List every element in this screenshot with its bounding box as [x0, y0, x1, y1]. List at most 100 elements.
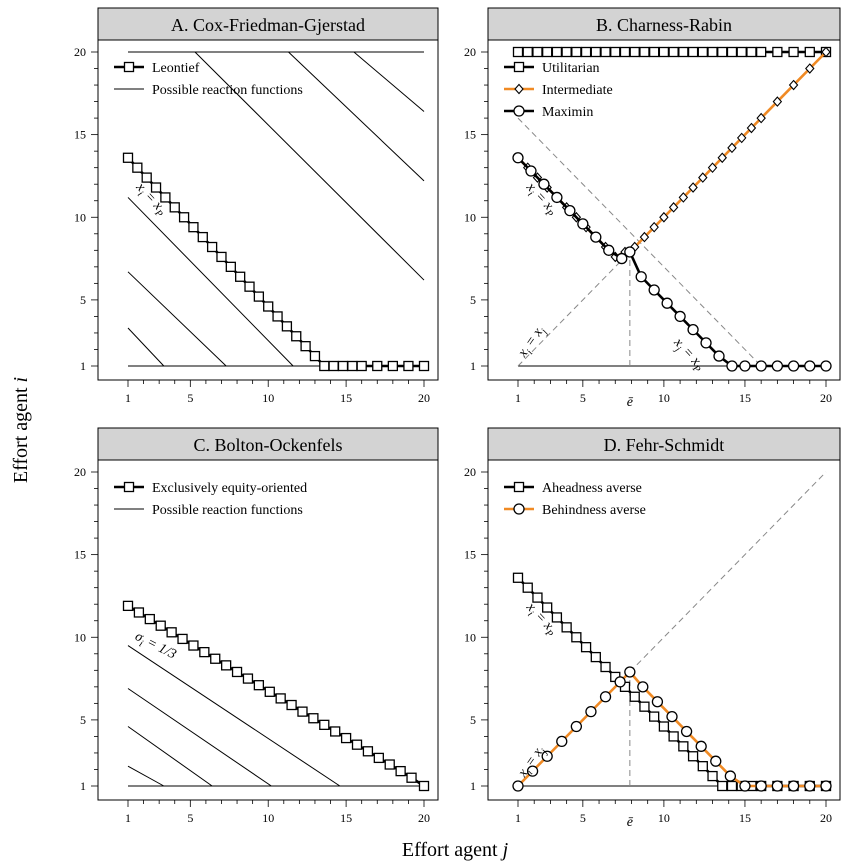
x-tick-label: 1	[515, 811, 521, 825]
x-tick-label: 10	[262, 811, 274, 825]
circle-marker	[804, 360, 816, 372]
x-tick-label: 1	[125, 811, 131, 825]
diamond-marker	[717, 152, 727, 164]
square-marker	[551, 612, 563, 623]
annotation-sub: i	[525, 189, 535, 199]
square-marker	[561, 46, 572, 58]
diamond-marker	[668, 202, 679, 213]
square-marker	[253, 291, 265, 302]
square-marker	[532, 46, 543, 58]
square-marker	[347, 360, 358, 372]
diamond-marker	[649, 221, 659, 233]
circle-marker	[551, 191, 563, 204]
square-marker	[373, 752, 384, 764]
annotation-sub: i	[525, 348, 536, 357]
circle-marker	[674, 310, 686, 323]
square-marker	[600, 46, 611, 58]
square-marker	[122, 152, 134, 163]
diamond-marker	[736, 132, 747, 144]
y-tick-label: 5	[470, 713, 476, 727]
y-tick-label: 15	[74, 128, 86, 142]
square-marker	[756, 46, 767, 58]
circle-marker	[599, 691, 612, 703]
y-tick-label: 5	[80, 293, 86, 307]
square-marker	[141, 172, 152, 183]
circle-marker	[585, 705, 597, 718]
square-marker	[188, 640, 199, 651]
square-marker	[133, 607, 145, 618]
square-marker	[206, 241, 218, 253]
circle-marker	[616, 252, 628, 265]
circle-marker	[513, 503, 525, 515]
circle-marker	[787, 780, 800, 792]
series-leontief	[122, 152, 430, 372]
square-marker	[330, 726, 341, 737]
square-marker	[551, 46, 563, 58]
diamond-marker	[678, 192, 689, 203]
legend-label: Leontief	[152, 61, 200, 76]
circle-marker	[739, 360, 751, 372]
circle-marker	[624, 246, 636, 258]
annotation-sub: i	[525, 768, 536, 777]
square-marker	[253, 680, 265, 691]
circle-marker	[512, 152, 524, 164]
legend-label: Possible reaction functions	[152, 503, 303, 518]
square-marker	[155, 620, 166, 631]
y-tick-label: 20	[464, 465, 476, 479]
reaction-function-line	[288, 51, 425, 182]
square-marker	[697, 46, 708, 58]
legend-entry: Intermediate	[504, 83, 613, 98]
x-tick-label: 20	[418, 391, 430, 405]
square-marker	[309, 350, 321, 362]
square-marker	[512, 572, 524, 583]
square-marker	[522, 46, 533, 58]
square-marker	[291, 331, 302, 342]
y-tick-label: 10	[464, 210, 476, 224]
legend-entry: Possible reaction functions	[114, 503, 303, 518]
square-marker	[668, 731, 679, 742]
square-marker	[319, 719, 330, 731]
square-marker	[590, 46, 601, 58]
y-tick-label: 20	[464, 45, 476, 59]
square-marker	[216, 251, 227, 263]
panel-title: D. Fehr-Schmidt	[604, 435, 725, 455]
square-marker	[649, 711, 660, 722]
square-marker	[242, 673, 254, 684]
square-marker	[384, 759, 395, 770]
y-tick-label: 15	[74, 548, 86, 562]
square-marker	[263, 301, 274, 312]
x-tick-label: 20	[820, 391, 832, 405]
square-marker	[717, 780, 728, 792]
square-marker	[532, 592, 543, 603]
circle-marker	[804, 780, 816, 792]
legend-label: Aheadness averse	[542, 481, 642, 496]
circle-marker	[713, 350, 725, 362]
annotation-sub: i	[135, 189, 145, 199]
legend-label: Intermediate	[542, 83, 613, 98]
reaction-function-line	[194, 51, 425, 281]
square-marker	[150, 182, 162, 193]
legend-label: Utilitarian	[542, 61, 600, 76]
diamond-marker	[639, 231, 650, 243]
square-marker	[658, 46, 670, 58]
square-marker	[372, 360, 383, 372]
series-utilitarian	[512, 46, 832, 58]
square-marker	[629, 691, 640, 702]
diamond-marker	[698, 172, 708, 183]
ebar-tick-label: ē	[627, 815, 634, 830]
square-marker	[220, 660, 232, 671]
y-tick-label: 1	[80, 359, 86, 373]
square-marker	[244, 281, 255, 292]
x-axis-title-text: Effort agent	[402, 839, 503, 861]
circle-marker	[695, 740, 707, 752]
annotation-sub: i	[525, 609, 535, 619]
circle-marker	[541, 750, 553, 762]
panel-header	[97, 7, 439, 41]
square-marker	[264, 686, 275, 697]
diamond-marker	[707, 162, 718, 174]
series-line	[127, 604, 425, 788]
y-axis-title: Effort agent i	[10, 377, 32, 483]
circle-marker	[637, 681, 649, 693]
square-marker	[403, 360, 414, 372]
